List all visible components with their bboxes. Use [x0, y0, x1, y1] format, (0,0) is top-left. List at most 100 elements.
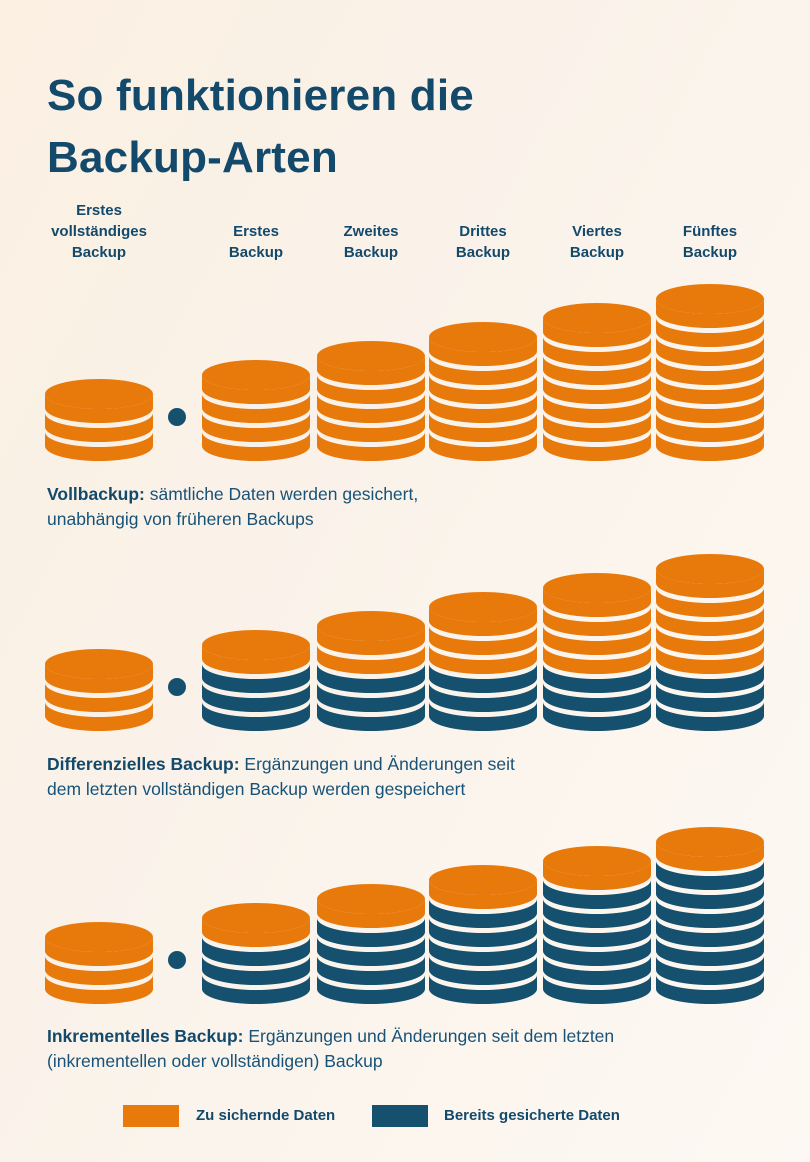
- disc-new: [317, 645, 425, 674]
- legend: Zu sichernde Daten Bereits gesicherte Da…: [0, 1103, 810, 1129]
- disc-new: [45, 975, 153, 1004]
- disc-stack: [656, 827, 764, 1004]
- legend-swatch-new: [123, 1105, 179, 1127]
- disc-top-cap: [543, 573, 651, 603]
- disc-new: [543, 356, 651, 385]
- disc-new: [656, 394, 764, 423]
- disc-new: [202, 394, 310, 423]
- disc-saved: [656, 956, 764, 985]
- disc-new: [656, 626, 764, 655]
- disc-top-cap: [429, 322, 537, 352]
- disc-saved: [543, 918, 651, 947]
- disc-new: [656, 337, 764, 366]
- disc-new: [45, 664, 153, 693]
- disc-stack: [543, 573, 651, 731]
- disc-new: [429, 432, 537, 461]
- disc-saved: [656, 880, 764, 909]
- disc-stack: [543, 846, 651, 1004]
- disc-saved: [317, 975, 425, 1004]
- disc-new: [202, 375, 310, 404]
- column-header-4: Drittes Backup: [455, 223, 511, 261]
- disc-saved: [429, 918, 537, 947]
- disc-new: [543, 413, 651, 442]
- disc-new: [656, 842, 764, 871]
- disc-top-cap: [656, 554, 764, 584]
- disc-stack: [317, 341, 425, 461]
- disc-top-cap: [317, 884, 425, 914]
- disc-saved: [317, 664, 425, 693]
- caption-inkrementell-term: Inkrementelles Backup:: [47, 1026, 244, 1046]
- disc-saved: [656, 702, 764, 731]
- disc-new: [543, 607, 651, 636]
- disc-top-cap: [543, 303, 651, 333]
- disc-new: [45, 432, 153, 461]
- column-header-3: Zweites Backup: [343, 223, 399, 261]
- disc-stack: [202, 360, 310, 461]
- disc-new: [317, 432, 425, 461]
- legend-swatch-saved: [372, 1105, 428, 1127]
- disc-new: [656, 645, 764, 674]
- disc-stack: [543, 303, 651, 461]
- disc-stack: [429, 592, 537, 731]
- disc-new: [429, 337, 537, 366]
- disc-saved: [543, 880, 651, 909]
- disc-saved: [543, 683, 651, 712]
- disc-top-cap: [202, 630, 310, 660]
- disc-new: [429, 394, 537, 423]
- disc-new: [543, 394, 651, 423]
- disc-saved: [317, 937, 425, 966]
- disc-saved: [317, 702, 425, 731]
- disc-saved: [656, 975, 764, 1004]
- disc-saved: [429, 956, 537, 985]
- disc-new: [656, 588, 764, 617]
- disc-stack: [202, 630, 310, 731]
- disc-saved: [202, 937, 310, 966]
- disc-new: [45, 937, 153, 966]
- disc-new: [656, 607, 764, 636]
- disc-new: [656, 432, 764, 461]
- caption-differenziell: Differenzielles Backup: Ergänzungen und …: [47, 752, 667, 802]
- disc-top-cap: [656, 284, 764, 314]
- disc-stack: [429, 865, 537, 1004]
- disc-saved: [656, 664, 764, 693]
- disc-saved: [429, 975, 537, 1004]
- disc-saved: [202, 702, 310, 731]
- disc-saved: [656, 937, 764, 966]
- legend-label-saved: Bereits gesicherte Daten: [444, 1107, 620, 1124]
- disc-stack: [45, 922, 153, 1004]
- caption-differenziell-text: Ergänzungen und Änderungen seit dem letz…: [47, 754, 515, 799]
- caption-inkrementell-text: Ergänzungen und Änderungen seit dem letz…: [47, 1026, 615, 1071]
- disc-new: [543, 588, 651, 617]
- disc-new: [317, 375, 425, 404]
- disc-new: [429, 375, 537, 404]
- disc-new: [317, 356, 425, 385]
- disc-top-cap: [45, 379, 153, 409]
- caption-inkrementell: Inkrementelles Backup: Ergänzungen und Ä…: [47, 1024, 667, 1074]
- disc-new: [45, 394, 153, 423]
- caption-differenziell-term: Differenzielles Backup:: [47, 754, 240, 774]
- disc-top-cap: [317, 611, 425, 641]
- disc-top-cap: [429, 865, 537, 895]
- disc-new: [45, 956, 153, 985]
- separator-dot: [168, 408, 186, 426]
- column-header-1: Erstes vollständiges Backup: [51, 202, 147, 261]
- disc-saved: [543, 937, 651, 966]
- disc-new: [656, 569, 764, 598]
- disc-top-cap: [45, 922, 153, 952]
- disc-saved: [543, 899, 651, 928]
- separator-dot: [168, 951, 186, 969]
- disc-new: [429, 626, 537, 655]
- disc-saved: [317, 683, 425, 712]
- disc-new: [543, 337, 651, 366]
- disc-stack: [317, 611, 425, 731]
- disc-saved: [543, 664, 651, 693]
- disc-top-cap: [656, 827, 764, 857]
- disc-new: [429, 607, 537, 636]
- disc-new: [429, 356, 537, 385]
- disc-new: [656, 299, 764, 328]
- disc-new: [543, 375, 651, 404]
- disc-saved: [429, 702, 537, 731]
- disc-new: [45, 683, 153, 712]
